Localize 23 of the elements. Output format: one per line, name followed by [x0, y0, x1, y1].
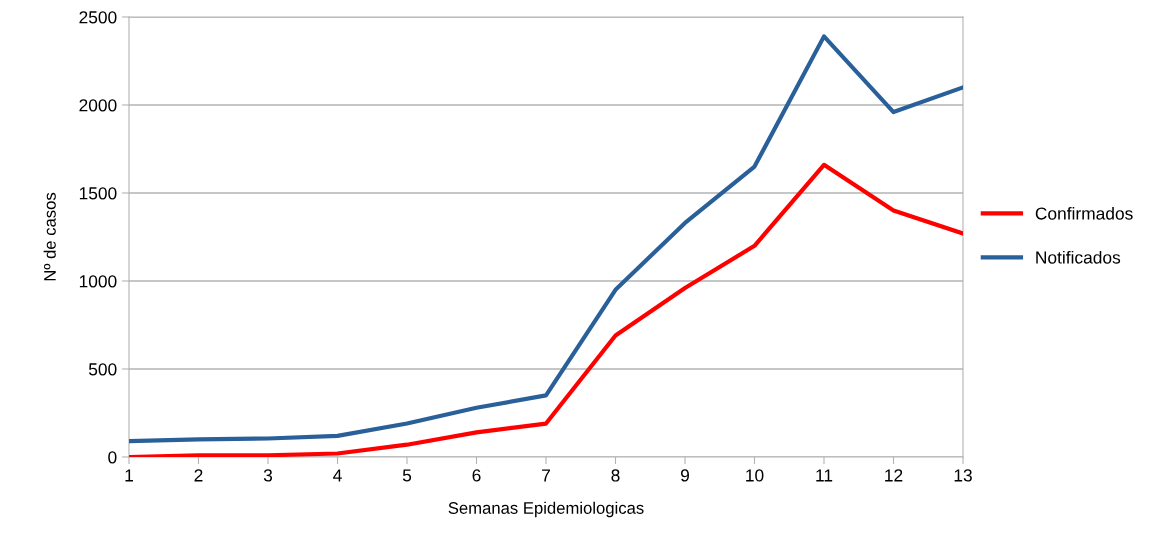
x-tick-label: 1	[125, 469, 133, 482]
y-tick-label: 1000	[79, 275, 117, 288]
x-tick-label: 8	[611, 469, 620, 482]
x-tick-label: 6	[472, 469, 481, 482]
x-tick-label: 5	[402, 469, 412, 482]
y-tick-label: 2000	[79, 99, 117, 112]
x-tick-label: 3	[263, 469, 273, 482]
legend-label: Notificados	[1036, 250, 1121, 264]
y-tick-label: 0	[108, 451, 117, 464]
x-tick-label: 12	[885, 469, 903, 482]
x-tick-label: 11	[816, 469, 833, 482]
x-tick-label: 9	[680, 469, 690, 482]
legend-label: Confirmados	[1035, 206, 1133, 220]
y-axis-title: Nº de casos	[43, 192, 56, 281]
y-tick-label: 1500	[79, 187, 117, 200]
x-axis-title: Semanas Epidemiologicas	[448, 501, 644, 518]
x-tick-label: 10	[746, 469, 764, 482]
y-tick-label: 500	[88, 363, 117, 376]
x-tick-label: 4	[333, 469, 342, 482]
x-tick-label: 2	[194, 469, 203, 482]
y-tick-label: 2500	[79, 11, 117, 24]
x-tick-label: 13	[954, 469, 972, 482]
x-tick-label: 7	[542, 469, 550, 482]
